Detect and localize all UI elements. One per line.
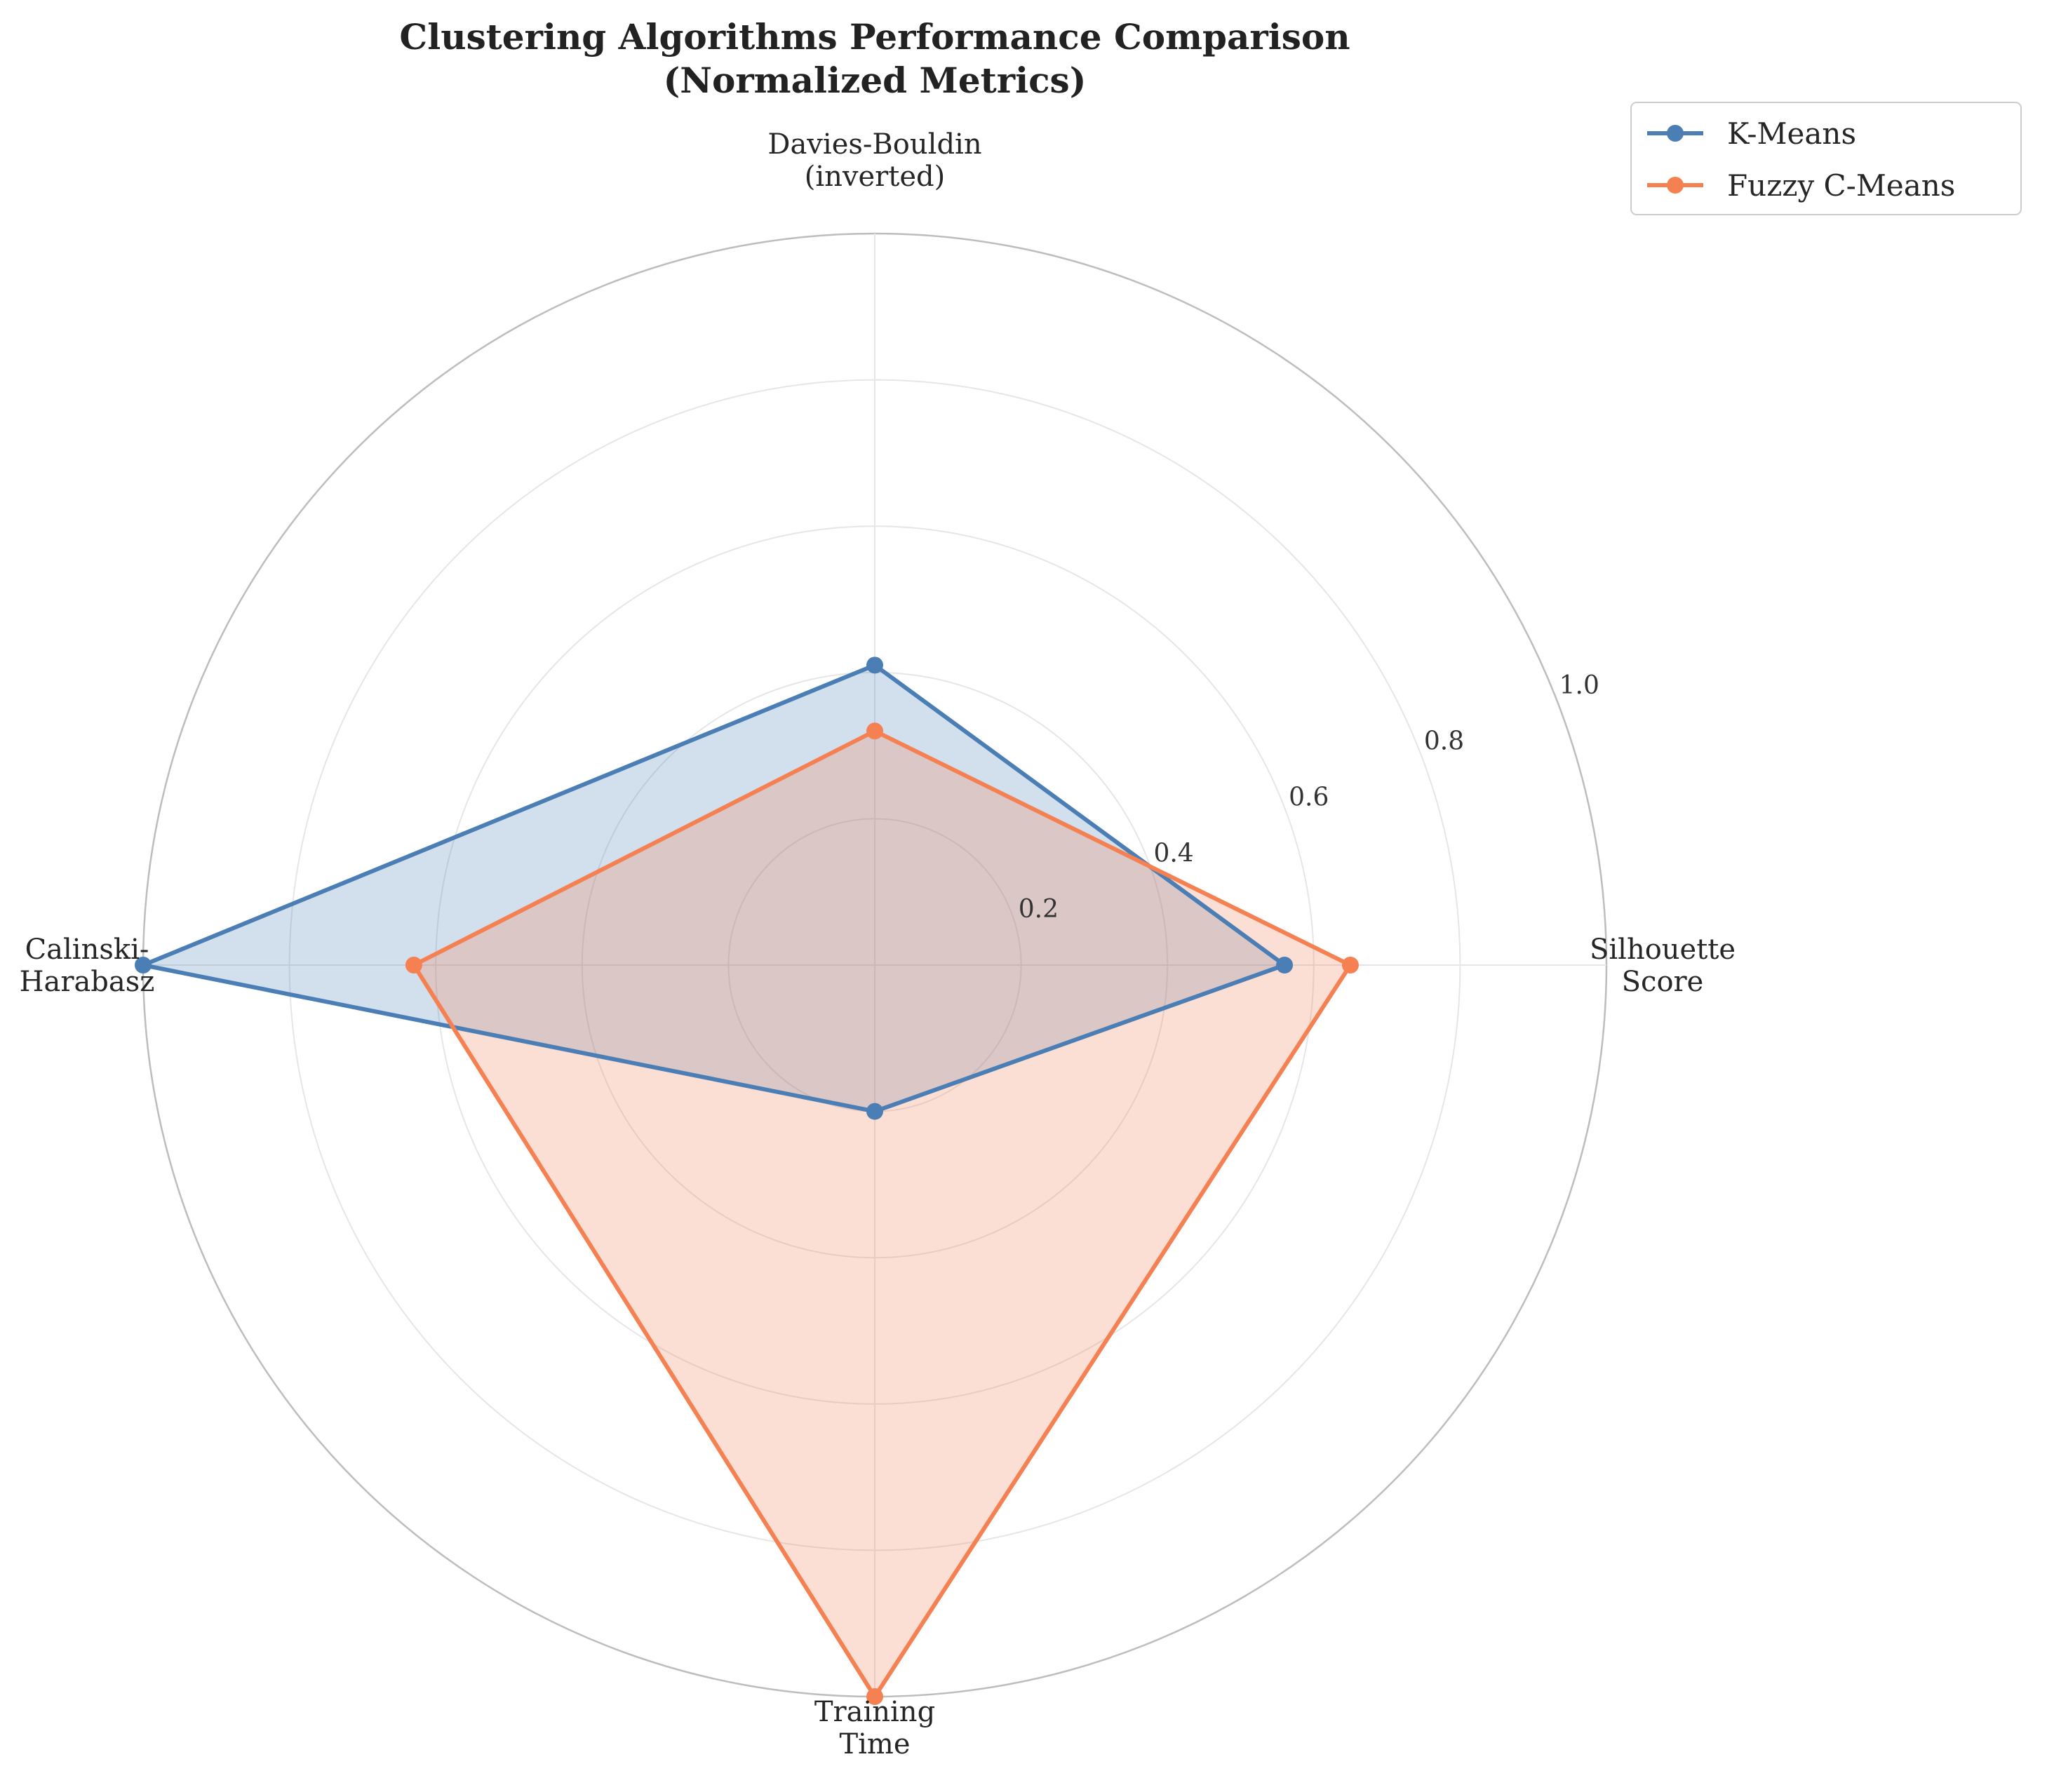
series-area	[413, 731, 1350, 1697]
axis-label-line: Silhouette	[1590, 934, 1736, 966]
axis-label-line: Score	[1622, 966, 1704, 998]
axis-label: Davies-Bouldin (inverted)	[767, 128, 981, 193]
data-point	[1341, 957, 1359, 974]
axis-label: Silhouette Score	[1590, 934, 1736, 998]
data-point	[866, 1103, 883, 1120]
axis-label-line: Davies-Bouldin	[767, 128, 981, 161]
legend-label: K-Means	[1727, 116, 1856, 151]
axis-label-line: (inverted)	[805, 161, 946, 193]
radial-tick-label: 1.0	[1559, 671, 1599, 700]
data-point	[866, 1688, 883, 1705]
axis-label: Training Time	[814, 1696, 935, 1760]
radial-tick-label: 0.8	[1424, 727, 1464, 756]
data-point	[135, 957, 152, 974]
legend-marker	[1667, 125, 1684, 142]
data-point	[866, 656, 883, 674]
axis-label-line: Calinski-	[25, 934, 149, 966]
radial-tick-labels: 0.2 0.4 0.6 0.8 1.0	[1019, 671, 1599, 924]
axis-label-line: Training	[814, 1696, 935, 1728]
radial-tick-label: 0.6	[1289, 783, 1329, 812]
radial-tick-label: 0.2	[1019, 895, 1059, 924]
series-lines	[135, 656, 1359, 1705]
data-point	[1276, 957, 1294, 974]
legend-marker	[1667, 177, 1684, 194]
legend-label: Fuzzy C-Means	[1727, 168, 1955, 203]
chart-title-line-2: (Normalized Metrics)	[664, 60, 1087, 101]
chart-title-line-1: Clustering Algorithms Performance Compar…	[399, 16, 1350, 58]
series-area	[143, 665, 1285, 1112]
axis-label: Calinski-Harabasz	[20, 934, 155, 998]
axis-label-line: Time	[839, 1728, 910, 1760]
series-fills	[143, 665, 1350, 1697]
axis-labels: Silhouette Score Davies-Bouldin (inverted) C…	[20, 128, 1736, 1760]
data-point	[405, 957, 422, 974]
axis-label-line: Harabasz	[20, 966, 155, 998]
data-point	[866, 722, 883, 740]
radial-tick-label: 0.4	[1153, 839, 1193, 868]
legend-frame	[1630, 102, 2022, 215]
legend: K-Means Fuzzy C-Means	[1630, 102, 2022, 215]
